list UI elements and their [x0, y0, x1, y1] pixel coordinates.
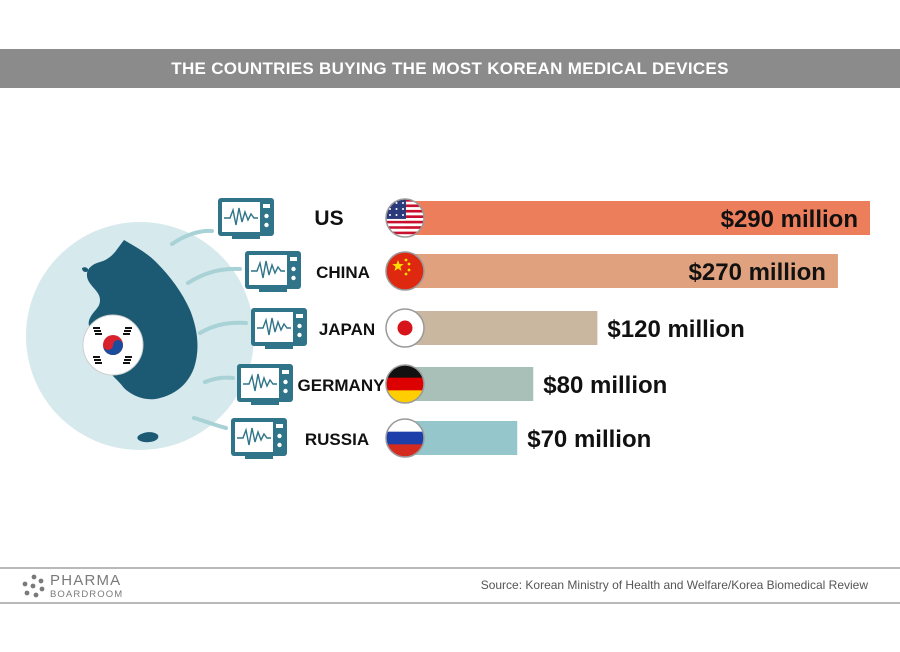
category-label: RUSSIA — [305, 430, 369, 449]
category-label: CHINA — [316, 263, 370, 282]
logo-dots-icon — [22, 574, 45, 598]
export-arrow — [186, 266, 242, 285]
export-arrow — [203, 375, 235, 384]
value-label: $70 million — [527, 426, 651, 453]
us-flag-icon — [385, 198, 425, 238]
category-label: US — [314, 207, 343, 230]
medical-monitor-icon — [231, 418, 287, 459]
value-label: $80 million — [543, 372, 667, 399]
source-note: Source: Korean Ministry of Health and We… — [480, 578, 868, 592]
export-arrow — [198, 320, 248, 335]
bar — [405, 367, 534, 401]
value-label: $290 million — [721, 206, 858, 233]
footer-bottom-divider — [0, 602, 900, 604]
medical-monitor-icon — [245, 251, 301, 292]
medical-monitor-icon — [251, 308, 307, 349]
category-label: GERMANY — [298, 376, 386, 395]
bar — [405, 254, 838, 288]
export-arrow — [170, 228, 214, 246]
medical-monitor-icon — [237, 364, 293, 405]
pharma-boardroom-logo: PHARMA BOARDROOM — [22, 572, 152, 602]
korea-island-icon — [137, 432, 159, 443]
category-label: JAPAN — [319, 320, 375, 339]
bar-chart: US $290 million CHINA $270 million JAPAN $120… — [26, 198, 870, 459]
bar — [405, 201, 870, 235]
korea-islet-icon — [82, 267, 89, 272]
export-arrow — [192, 416, 228, 430]
logo-text-bottom: BOARDROOM — [50, 589, 124, 600]
value-label: $120 million — [607, 316, 744, 343]
germany-flag-icon — [385, 364, 425, 404]
korea-flag-icon — [82, 314, 144, 376]
chart-title: THE COUNTRIES BUYING THE MOST KOREAN MED… — [0, 49, 900, 88]
bar — [405, 311, 598, 345]
footer-top-divider — [0, 567, 900, 569]
japan-flag-icon — [385, 308, 425, 348]
russia-flag-icon — [385, 418, 425, 458]
medical-monitor-icon — [218, 198, 274, 239]
logo-text-top: PHARMA — [50, 572, 122, 589]
china-flag-icon — [385, 251, 425, 291]
value-label: $270 million — [689, 259, 826, 286]
